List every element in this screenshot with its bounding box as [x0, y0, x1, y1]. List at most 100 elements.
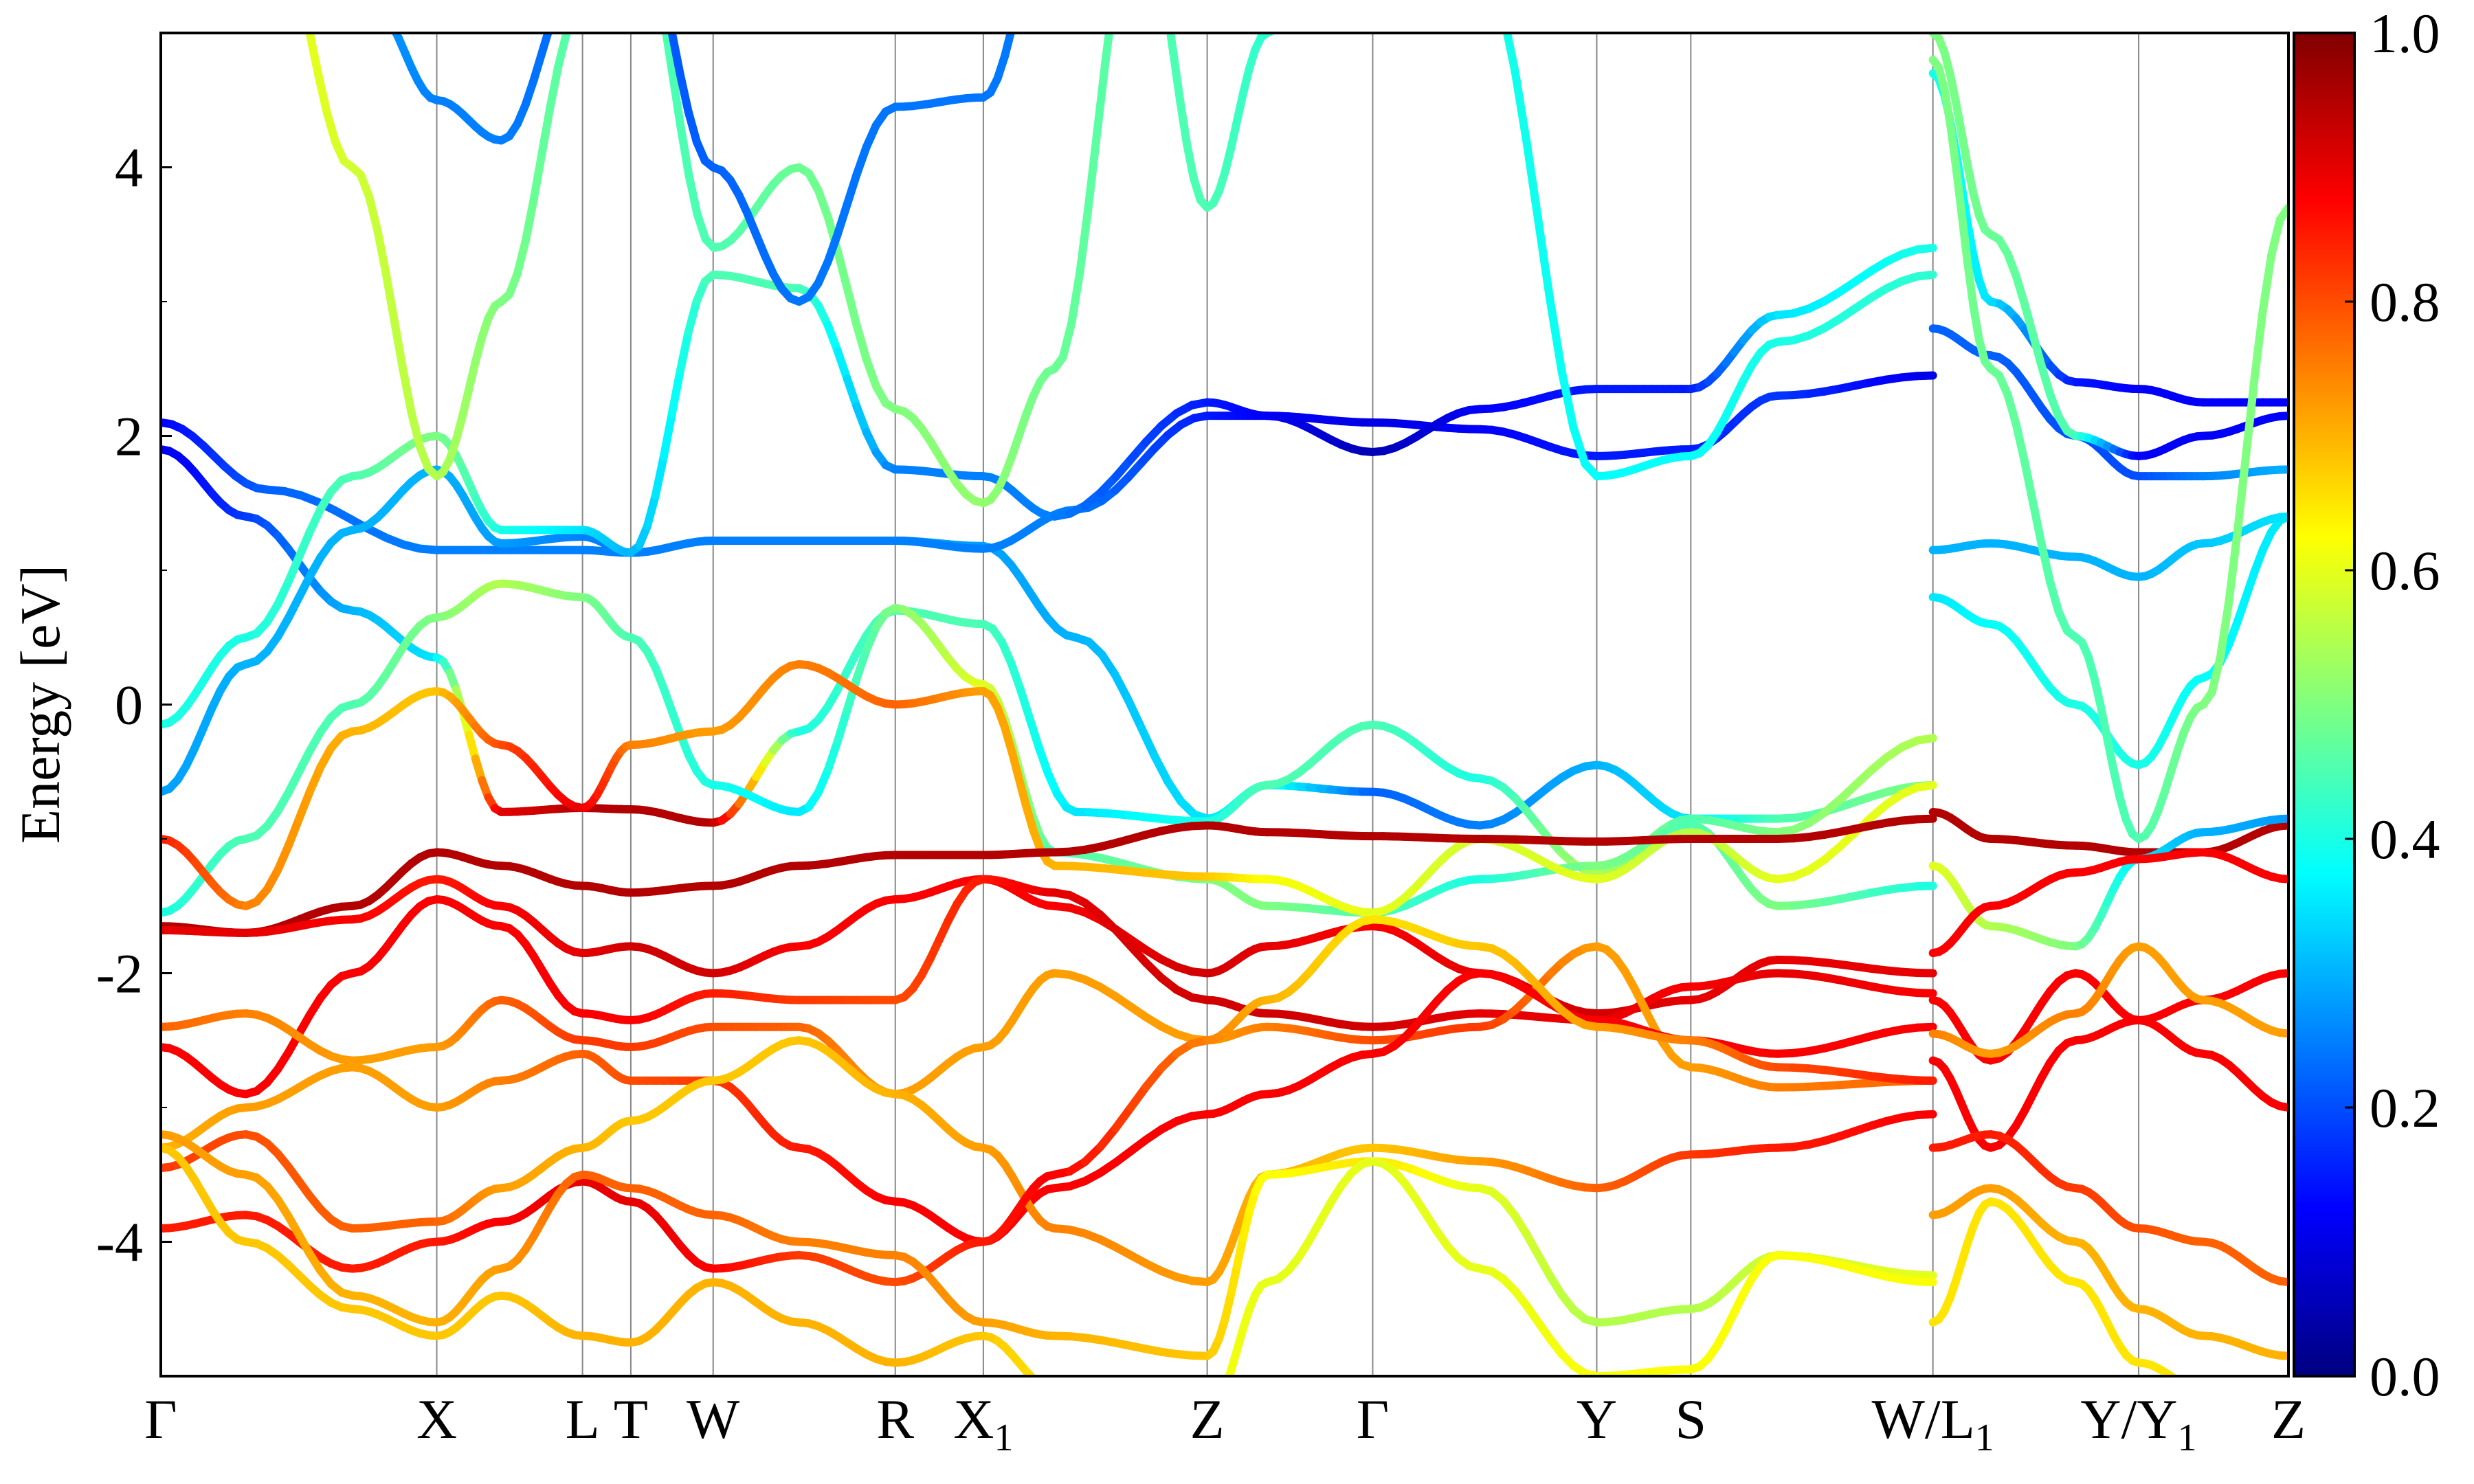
- band-15-segment: [1913, 270, 1937, 281]
- band-12-segment: [1111, 1103, 1135, 1133]
- band-13-segment: [1913, 1270, 1937, 1280]
- band-15-segment: [1166, 33, 1178, 58]
- y-tick-label-4: -4: [96, 1211, 143, 1274]
- band-31-segment: [2011, 420, 2029, 466]
- band-3-segment: [274, 577, 293, 609]
- band-16-segment: [374, 6, 380, 8]
- band-21: [1928, 942, 2288, 1058]
- band-25-segment: [2238, 1399, 2246, 1403]
- band-31-segment: [2207, 653, 2225, 697]
- band-31-segment: [2046, 578, 2063, 616]
- colorbar-tick-label-3: 0.6: [2370, 539, 2440, 602]
- band-25-segment: [2190, 1387, 2196, 1389]
- colorbar-tick-label-2: 0.4: [2370, 808, 2440, 870]
- band-25-segment: [2254, 1407, 2262, 1410]
- band-8: [161, 875, 1937, 1099]
- band-15-segment: [554, 33, 570, 71]
- band-15-segment: [1546, 295, 1566, 376]
- band-14: [161, 1143, 1937, 1403]
- band-14-segment: [1085, 1392, 1100, 1395]
- band-3-segment: [284, 552, 304, 586]
- band-3-segment: [676, 328, 693, 375]
- band-31-segment: [2003, 390, 2020, 429]
- band-14-segment: [1913, 1277, 1937, 1287]
- band-4-segment: [833, 706, 851, 746]
- band-15-segment: [1502, 33, 1519, 76]
- band-9: [161, 942, 1937, 1099]
- band-15-segment: [843, 284, 861, 330]
- band-15-segment: [676, 123, 693, 181]
- band-3-segment: [643, 491, 660, 530]
- band-15-segment: [521, 195, 538, 245]
- band-7: [161, 875, 1937, 1018]
- band-11: [161, 1036, 1937, 1287]
- band-15-segment: [452, 412, 467, 445]
- y-tick-label-0: 4: [115, 137, 143, 199]
- band-13-segment: [1221, 1289, 1236, 1323]
- band-15-segment: [322, 107, 339, 146]
- band-0-segment: [1111, 671, 1133, 704]
- band-3-segment: [823, 321, 842, 355]
- band-31-segment: [2020, 457, 2038, 508]
- band-10: [161, 969, 1937, 1246]
- band-15-segment: [513, 236, 530, 278]
- kpoint-label-10: S: [1675, 1388, 1707, 1450]
- band-29-segment: [1963, 218, 1978, 259]
- band-25-segment: [2246, 1403, 2254, 1407]
- band-10-segment: [1913, 1022, 1937, 1032]
- band-25: [1928, 1197, 2262, 1410]
- band-16-segment: [1012, 0, 1018, 29]
- band-15-segment: [1101, 33, 1113, 65]
- band-31-segment: [2242, 375, 2259, 460]
- band-0-segment: [1124, 695, 1146, 732]
- band-15-segment: [1058, 319, 1076, 362]
- y-tick-label-1: 2: [115, 405, 143, 468]
- band-15-segment: [365, 192, 382, 236]
- band-16-segment: [529, 49, 546, 85]
- band-14-segment: [1040, 1384, 1047, 1389]
- band-15-segment: [1569, 423, 1590, 468]
- colorbar-ticks: 0.0 0.2 0.4 0.6 0.8 1.0: [2345, 2, 2440, 1408]
- band-16-segment: [823, 230, 842, 266]
- band-26-segment: [2242, 567, 2259, 602]
- band-15-segment: [1289, 0, 1299, 14]
- band-16-segment: [386, 15, 392, 25]
- band-16-segment: [558, 0, 566, 2]
- x-axis-kpoint-labels: Γ X L T W R X1 Z Γ Y S W/L1 Y/Y1 Z: [144, 1388, 2306, 1459]
- kpoint-label-6: X1: [953, 1388, 1013, 1459]
- band-15-segment: [561, 33, 572, 38]
- band-15-segment: [656, 0, 664, 19]
- band-14-segment: [1115, 1399, 1130, 1403]
- band-31-segment: [2250, 306, 2267, 384]
- band-22: [1928, 1015, 2288, 1152]
- band-30-segment: [1957, 129, 1972, 169]
- band-3-segment: [843, 374, 861, 412]
- band-16-segment: [676, 70, 693, 116]
- band-15-segment: [1221, 143, 1236, 176]
- band-31-segment: [2097, 703, 2112, 743]
- band-3-segment: [852, 403, 871, 436]
- band-15-segment: [684, 172, 702, 219]
- band-4-segment: [852, 645, 871, 683]
- band-15-segment: [373, 227, 390, 278]
- kpoint-label-8: Γ: [1357, 1388, 1389, 1450]
- band-30-segment: [2037, 362, 2055, 399]
- band-15-segment: [1492, 0, 1504, 14]
- band-15-segment: [1511, 67, 1531, 146]
- band-16-segment: [667, 33, 676, 37]
- band-15-segment: [381, 269, 399, 326]
- band-15-segment: [1076, 202, 1093, 276]
- band-24: [1928, 1184, 2288, 1360]
- band-31-segment: [2103, 734, 2118, 774]
- band-30-segment: [1952, 98, 1966, 138]
- band-31-segment: [1940, 85, 1954, 128]
- colorbar-tick-label-1: 0.2: [2370, 1077, 2440, 1139]
- band-15-segment: [314, 70, 331, 116]
- band-15-segment: [1238, 65, 1253, 98]
- band-31-segment: [2109, 765, 2124, 802]
- band-15-segment: [390, 317, 408, 374]
- band-5-segment: [1021, 801, 1038, 834]
- band-15-segment: [814, 186, 832, 222]
- kpoint-label-2: L: [566, 1388, 600, 1450]
